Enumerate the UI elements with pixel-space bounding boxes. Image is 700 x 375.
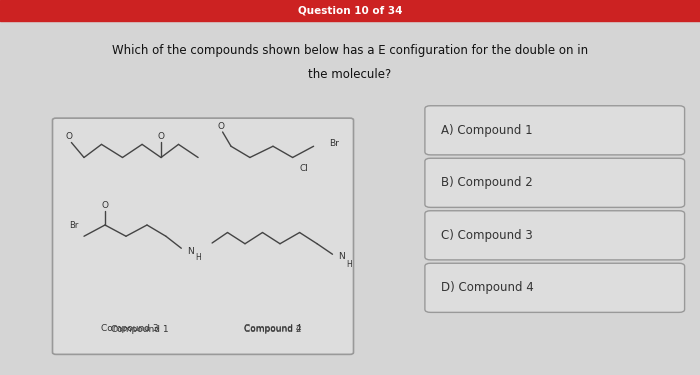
Text: N: N: [338, 252, 345, 261]
Text: N: N: [187, 247, 194, 256]
FancyBboxPatch shape: [425, 158, 685, 207]
Text: H: H: [346, 260, 352, 269]
Text: O: O: [65, 132, 72, 141]
Text: Compound 1: Compound 1: [111, 326, 169, 334]
Text: Compound 3: Compound 3: [101, 324, 158, 333]
Text: H: H: [195, 254, 201, 262]
Text: O: O: [217, 122, 224, 131]
Text: the molecule?: the molecule?: [309, 69, 391, 81]
Text: C) Compound 3: C) Compound 3: [441, 229, 533, 242]
Text: O: O: [102, 201, 108, 210]
Text: Compound 2: Compound 2: [244, 326, 302, 334]
FancyBboxPatch shape: [425, 263, 685, 312]
FancyBboxPatch shape: [425, 211, 685, 260]
Text: Compound 4: Compound 4: [244, 324, 302, 333]
Text: A) Compound 1: A) Compound 1: [441, 124, 533, 137]
Text: Br: Br: [69, 220, 78, 230]
Bar: [0, 0, 700, 21]
Text: Cl: Cl: [300, 164, 309, 173]
FancyBboxPatch shape: [425, 106, 685, 155]
Text: O: O: [158, 132, 164, 141]
Text: Question 10 of 34: Question 10 of 34: [298, 5, 402, 15]
Text: B) Compound 2: B) Compound 2: [441, 176, 533, 189]
Text: Which of the compounds shown below has a E configuration for the double on in: Which of the compounds shown below has a…: [112, 44, 588, 57]
Text: D) Compound 4: D) Compound 4: [441, 281, 533, 294]
FancyBboxPatch shape: [52, 118, 354, 354]
Text: Br: Br: [329, 139, 339, 148]
